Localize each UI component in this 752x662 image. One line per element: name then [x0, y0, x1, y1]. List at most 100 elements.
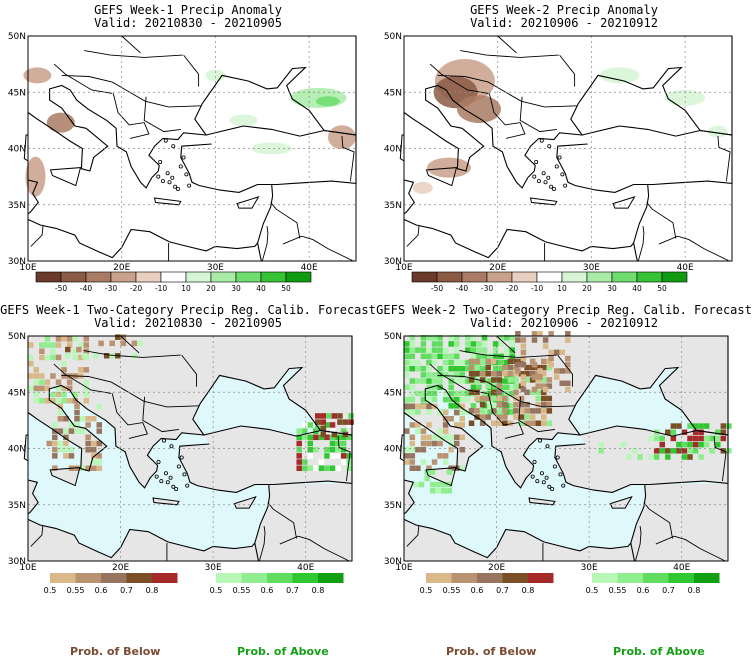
probability-cell	[68, 453, 75, 459]
probability-cell	[541, 401, 547, 408]
below-tick-label: 0.5	[420, 586, 433, 595]
colorbar-tick-label: 10	[557, 284, 567, 293]
probability-cell	[431, 353, 438, 360]
probability-cell	[481, 341, 488, 347]
colorbar-tick-label: -50	[55, 284, 67, 293]
probability-cell	[415, 409, 421, 415]
map-frame	[27, 335, 353, 562]
below-tick-label: 0.8	[522, 586, 535, 595]
probability-cell	[535, 371, 541, 377]
probability-cell	[314, 419, 321, 425]
probability-cell	[507, 364, 514, 371]
probability-cell	[502, 401, 508, 408]
aegean-island	[171, 144, 176, 149]
probability-cell	[96, 422, 103, 428]
probability-cell	[431, 359, 438, 366]
above-tick-label: 0.5	[210, 586, 223, 595]
probability-cell	[498, 341, 504, 347]
probability-cell	[420, 335, 427, 341]
probability-cell	[346, 434, 352, 441]
probability-cell	[81, 353, 88, 359]
border-line	[429, 63, 489, 94]
probability-cell	[509, 335, 516, 341]
probability-cell	[468, 358, 475, 365]
lat-tick-label: 30N	[8, 257, 26, 267]
dry-anomaly	[456, 95, 501, 124]
island-area	[24, 435, 28, 461]
probability-cell	[424, 475, 430, 482]
probability-cell	[659, 441, 665, 448]
colorbar-tick-label: -30	[105, 284, 117, 293]
above-tick-label: 0.8	[688, 586, 701, 595]
probability-cell	[498, 359, 504, 366]
below-tick-label: 0.8	[146, 586, 159, 595]
probability-cell	[50, 354, 56, 361]
probability-cell	[39, 398, 45, 404]
probability-cell	[314, 413, 321, 419]
aegean-island	[156, 174, 161, 179]
probability-cell	[337, 419, 343, 425]
colorbar-tick-label: 10	[181, 284, 191, 293]
probability-cell	[448, 390, 454, 397]
probability-cell	[487, 353, 493, 360]
coastline	[403, 479, 415, 515]
probability-cell	[63, 440, 69, 447]
probability-cell	[491, 389, 497, 396]
probability-cell	[404, 341, 410, 347]
aegean-island	[175, 186, 180, 191]
probability-cell	[553, 374, 560, 380]
probability-cell	[529, 371, 536, 377]
probability-cell	[63, 428, 69, 434]
aegean-island	[545, 444, 550, 449]
aegean-island	[174, 486, 179, 491]
probability-cell	[507, 420, 514, 426]
border-line	[111, 393, 149, 439]
aegean-island	[549, 184, 554, 189]
probability-cell	[313, 465, 319, 471]
probability-cell	[465, 347, 471, 353]
colorbar-swatch	[285, 271, 312, 283]
probability-shading	[28, 334, 354, 471]
probability-cell	[68, 428, 75, 434]
lon-tick-label: 30E	[581, 563, 598, 573]
below-tick-label: 0.7	[120, 586, 133, 595]
probability-cell	[83, 336, 90, 342]
probability-cell	[479, 377, 486, 383]
lat-tick-label: 45N	[384, 388, 402, 398]
probability-cell	[65, 346, 71, 353]
probability-cell	[565, 368, 571, 374]
probability-cell	[518, 358, 525, 365]
probability-cell	[485, 358, 491, 365]
probability-cell	[542, 343, 549, 349]
probability-cell	[715, 441, 721, 448]
probability-cell	[715, 429, 721, 435]
probability-cell	[335, 453, 341, 459]
probability-cell	[442, 365, 449, 372]
probability-cell	[109, 353, 115, 359]
probability-cell	[307, 440, 314, 447]
probability-cell	[409, 440, 416, 447]
probability-cell	[502, 395, 508, 402]
probability-cell	[409, 335, 416, 341]
land-area	[254, 483, 352, 561]
above-swatch	[267, 573, 293, 583]
lon-tick-label: 10E	[395, 263, 412, 273]
probability-cell	[72, 391, 78, 398]
probability-cell	[72, 398, 78, 404]
probability-cell	[437, 365, 443, 372]
border-line	[53, 63, 113, 94]
probability-cell	[520, 355, 527, 362]
probability-cell	[79, 416, 86, 422]
probability-cell	[415, 347, 421, 353]
probability-cell	[546, 420, 553, 426]
probability-cell	[431, 378, 438, 384]
colorbar-tick-label: 30	[607, 284, 617, 293]
probability-cell	[541, 364, 547, 371]
island-area	[153, 498, 179, 505]
probability-cell	[720, 429, 727, 435]
island-area	[154, 198, 181, 205]
